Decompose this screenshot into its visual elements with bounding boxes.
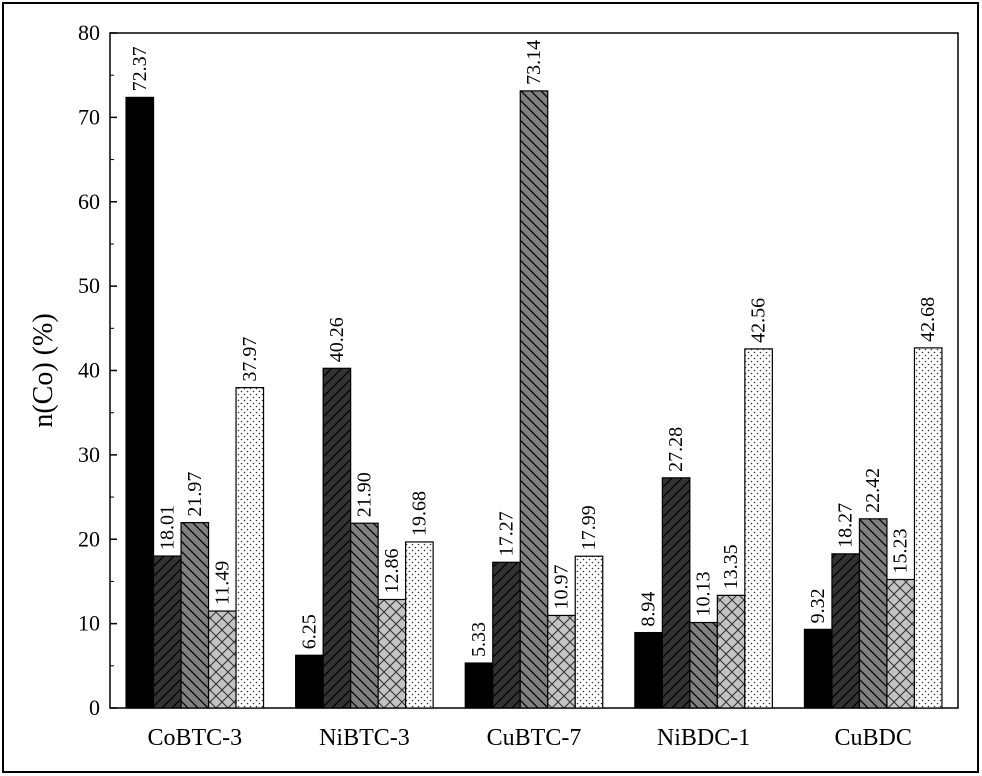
category-label: NiBTC-3 (319, 725, 410, 751)
y-tick-label: 40 (78, 358, 100, 383)
bar (180, 522, 210, 709)
bar (350, 522, 379, 709)
bar (858, 518, 888, 709)
bar (322, 367, 352, 709)
data-label: 11.49 (211, 561, 233, 605)
y-tick-label: 10 (78, 611, 100, 636)
data-label: 5.33 (468, 622, 490, 657)
data-label: 15.23 (890, 528, 912, 573)
category-label: CuBDC (835, 725, 912, 751)
y-tick-label: 70 (78, 104, 100, 129)
data-label: 21.90 (353, 472, 375, 517)
data-label: 18.01 (156, 505, 178, 550)
bar (803, 628, 833, 709)
y-tick-label: 50 (78, 273, 100, 298)
data-label: 13.35 (720, 544, 742, 589)
data-label: 17.99 (578, 505, 600, 550)
data-label: 18.27 (835, 503, 857, 548)
data-label: 73.14 (523, 40, 545, 85)
category-label: CoBTC-3 (147, 725, 242, 751)
y-tick-label: 0 (89, 695, 100, 720)
bar (295, 654, 324, 709)
bar (464, 662, 494, 709)
data-label: 19.68 (408, 491, 430, 536)
bar (744, 348, 773, 709)
bar (831, 553, 861, 709)
bar (207, 610, 237, 709)
data-label: 12.86 (381, 548, 403, 593)
bar (689, 621, 718, 709)
bar (547, 614, 576, 709)
bar (661, 477, 691, 709)
category-label: CuBTC-7 (487, 725, 582, 751)
y-axis-title: n(Co) (%) (28, 313, 59, 427)
data-label: 37.97 (239, 337, 261, 382)
data-label: 17.27 (496, 511, 518, 556)
bar (405, 541, 434, 709)
bar (634, 631, 663, 709)
bar (519, 90, 549, 709)
data-label: 42.56 (748, 298, 770, 343)
y-tick-label: 30 (78, 442, 100, 467)
data-label: 72.37 (129, 46, 151, 91)
bar (125, 96, 155, 709)
data-label: 40.26 (326, 317, 348, 362)
y-tick-label: 60 (78, 189, 100, 214)
data-label: 10.13 (693, 572, 715, 617)
bar (574, 555, 604, 709)
data-label: 27.28 (665, 427, 687, 472)
data-label: 10.97 (551, 564, 573, 609)
data-label: 6.25 (298, 614, 320, 649)
y-tick-label: 20 (78, 526, 100, 551)
bar (886, 578, 916, 709)
category-label: NiBDC-1 (657, 725, 750, 751)
data-label: 22.42 (862, 468, 884, 513)
y-tick-label: 80 (78, 20, 100, 45)
bar (152, 555, 182, 709)
bar (716, 594, 746, 709)
data-label: 9.32 (807, 588, 829, 623)
bar (377, 598, 407, 709)
data-label: 8.94 (638, 592, 660, 627)
bar (913, 347, 943, 709)
bar (235, 387, 265, 709)
data-label: 42.68 (917, 297, 939, 342)
data-label: 21.97 (184, 472, 206, 517)
bar (492, 561, 521, 709)
